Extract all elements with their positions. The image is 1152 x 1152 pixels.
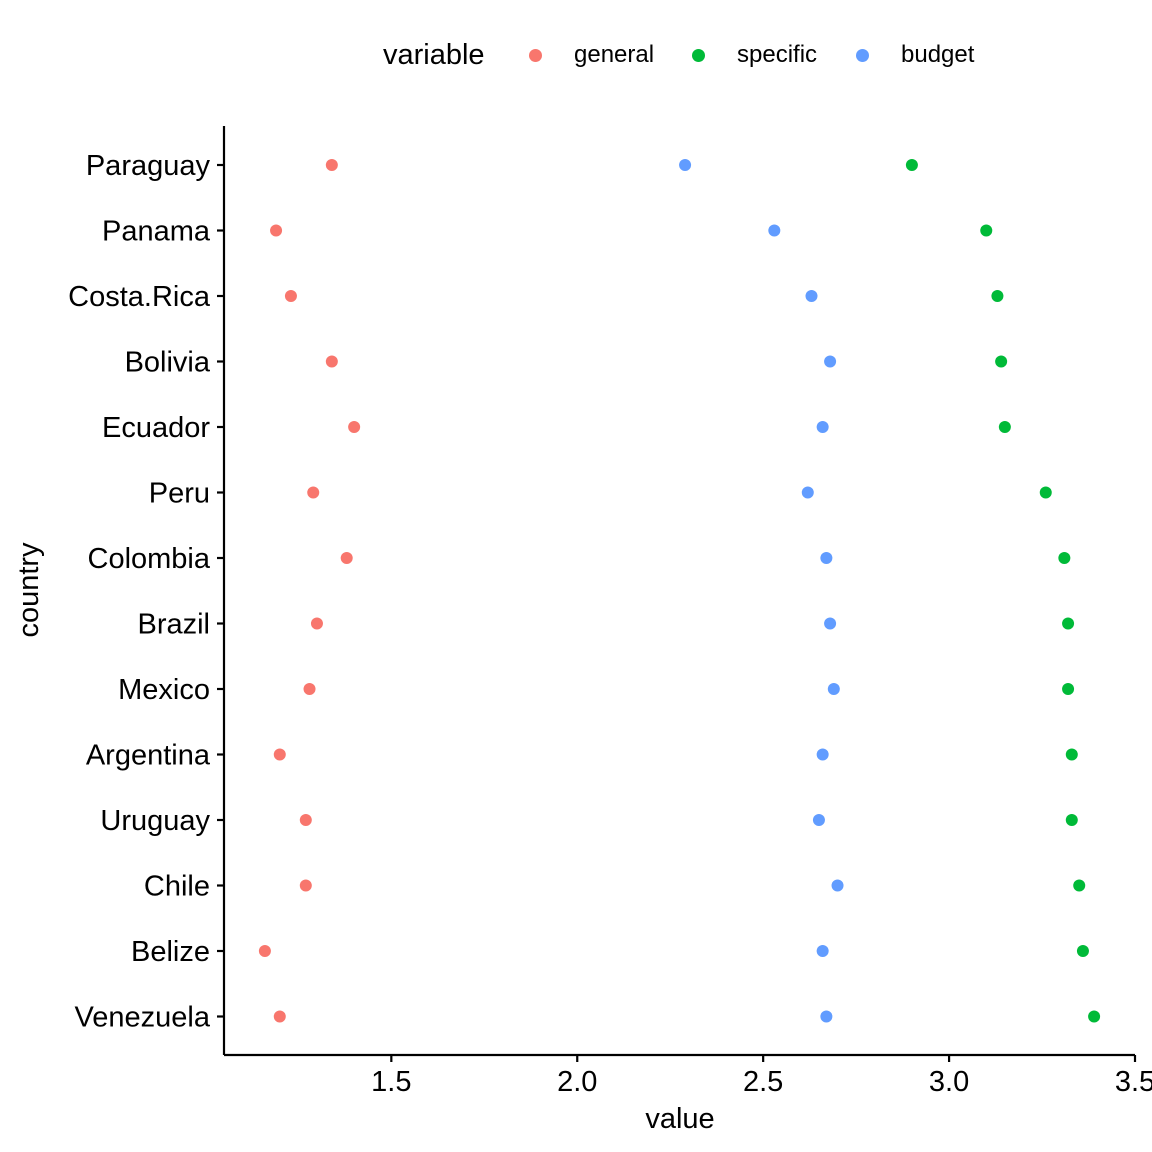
point-specific-chile xyxy=(1073,879,1086,892)
point-budget-costa-rica xyxy=(805,290,818,302)
point-general-peru xyxy=(307,486,320,499)
point-budget-brazil xyxy=(824,617,837,630)
point-general-panama xyxy=(270,224,283,237)
point-specific-venezuela xyxy=(1088,1010,1101,1023)
legend-label-budget: budget xyxy=(901,41,975,68)
y-tick-label-venezuela: Venezuela xyxy=(75,1002,211,1034)
x-tick-label-4: 3.5 xyxy=(1115,1066,1152,1098)
point-specific-brazil xyxy=(1062,617,1075,630)
legend-key-general xyxy=(529,49,542,62)
legend: variable general specific budget xyxy=(0,34,1152,78)
point-budget-panama xyxy=(768,224,781,237)
x-axis: 1.5 2.0 2.5 3.0 3.5 xyxy=(371,1055,1152,1098)
legend-key-budget xyxy=(856,49,869,62)
point-specific-colombia xyxy=(1058,552,1071,564)
point-budget-ecuador xyxy=(816,421,829,433)
point-specific-peru xyxy=(1039,486,1052,499)
point-budget-chile xyxy=(831,879,844,892)
point-general-colombia xyxy=(340,552,353,564)
point-specific-mexico xyxy=(1062,683,1075,695)
y-tick-label-chile: Chile xyxy=(144,871,210,903)
point-specific-costa-rica xyxy=(991,290,1004,302)
point-general-ecuador xyxy=(348,421,361,433)
point-general-paraguay xyxy=(325,159,338,171)
point-specific-belize xyxy=(1076,945,1089,957)
x-tick-label-1: 2.0 xyxy=(557,1066,597,1098)
y-tick-label-colombia: Colombia xyxy=(88,543,211,575)
point-general-brazil xyxy=(310,617,323,630)
point-specific-bolivia xyxy=(995,355,1008,368)
y-tick-label-brazil: Brazil xyxy=(137,609,210,641)
point-specific-paraguay xyxy=(905,159,918,171)
data-points xyxy=(258,159,1101,1023)
legend-label-specific: specific xyxy=(737,41,818,68)
point-budget-venezuela xyxy=(820,1010,833,1023)
point-specific-panama xyxy=(980,224,993,237)
point-general-chile xyxy=(299,879,312,892)
point-general-mexico xyxy=(303,683,316,695)
point-specific-argentina xyxy=(1065,748,1078,761)
point-specific-uruguay xyxy=(1065,814,1078,826)
legend-label-general: general xyxy=(574,41,655,68)
point-budget-colombia xyxy=(820,552,833,564)
point-general-argentina xyxy=(273,748,286,761)
y-tick-label-peru: Peru xyxy=(149,478,210,510)
y-tick-label-panama: Panama xyxy=(102,216,211,248)
point-budget-uruguay xyxy=(812,814,825,826)
point-specific-ecuador xyxy=(998,421,1011,433)
y-tick-label-belize: Belize xyxy=(131,936,210,968)
x-tick-label-3: 3.0 xyxy=(929,1066,969,1098)
point-budget-argentina xyxy=(816,748,829,761)
x-tick-label-0: 1.5 xyxy=(371,1066,411,1098)
y-tick-label-costa-rica: Costa.Rica xyxy=(68,281,211,313)
x-tick-label-2: 2.5 xyxy=(743,1066,783,1098)
legend-key-specific xyxy=(692,49,705,62)
point-budget-bolivia xyxy=(824,355,837,368)
point-budget-mexico xyxy=(827,683,840,695)
point-general-bolivia xyxy=(325,355,338,368)
point-budget-peru xyxy=(801,486,814,499)
point-general-costa-rica xyxy=(284,290,297,302)
x-axis-title: value xyxy=(645,1103,714,1135)
point-general-belize xyxy=(258,945,271,957)
y-tick-label-mexico: Mexico xyxy=(118,674,210,706)
legend-title: variable xyxy=(383,39,485,71)
y-tick-label-paraguay: Paraguay xyxy=(86,150,211,182)
y-tick-label-bolivia: Bolivia xyxy=(125,347,211,379)
y-tick-label-ecuador: Ecuador xyxy=(102,412,210,444)
point-budget-belize xyxy=(816,945,829,957)
y-tick-label-argentina: Argentina xyxy=(86,740,211,772)
point-general-venezuela xyxy=(273,1010,286,1023)
point-budget-paraguay xyxy=(679,159,692,171)
y-axis: Paraguay Panama Costa.Rica Bolivia Ecuador Pe… xyxy=(68,150,224,1034)
y-tick-label-uruguay: Uruguay xyxy=(100,805,210,837)
y-axis-title: country xyxy=(13,542,45,638)
point-general-uruguay xyxy=(299,814,312,826)
